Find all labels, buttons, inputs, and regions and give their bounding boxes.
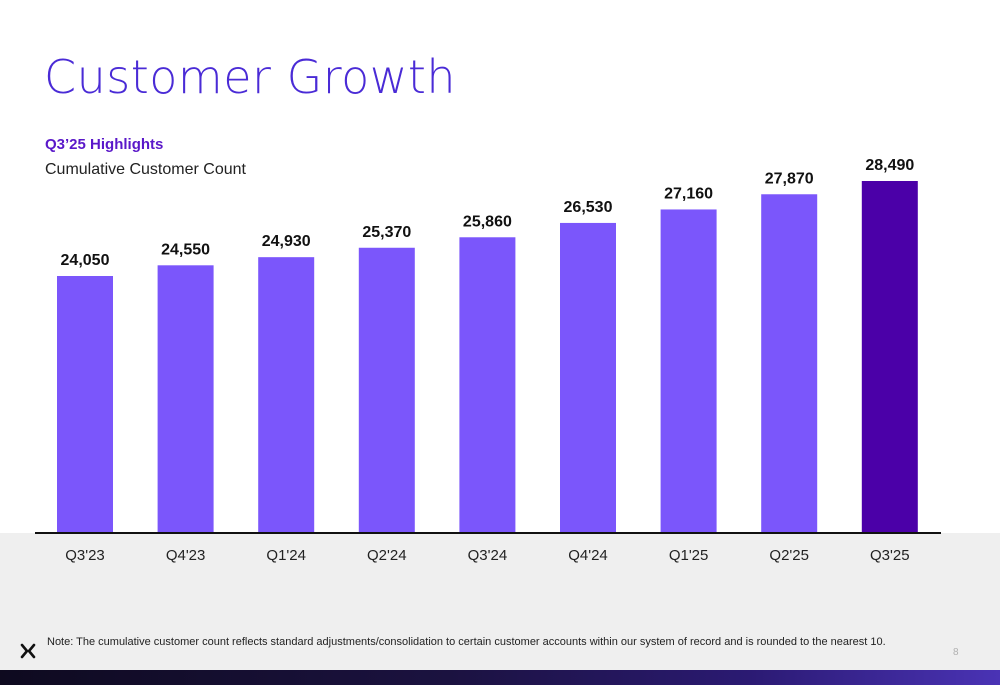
x-tick-label: Q2'25 xyxy=(769,547,809,564)
x-logo-icon xyxy=(20,643,36,659)
bar-Q4'24 xyxy=(560,222,616,533)
data-label: 25,370 xyxy=(362,224,411,241)
bar-Q2'24 xyxy=(358,247,415,533)
x-tick-label: Q2'24 xyxy=(367,547,407,564)
footnote: Note: The cumulative customer count refl… xyxy=(47,636,886,648)
x-tick-label: Q1'24 xyxy=(266,547,306,564)
data-label: 25,860 xyxy=(463,213,512,230)
x-tick-label: Q3'25 xyxy=(870,547,910,564)
data-label: 27,870 xyxy=(765,170,814,187)
data-label: 24,930 xyxy=(262,233,311,250)
highlights-subtitle: Q3’25 Highlights xyxy=(45,136,164,153)
data-label: 26,530 xyxy=(564,199,613,216)
x-tick-label: Q1'25 xyxy=(669,547,709,564)
x-tick-label: Q4'24 xyxy=(568,547,608,564)
data-label: 27,160 xyxy=(664,185,713,202)
page-title: Customer Growth xyxy=(44,50,457,104)
x-tick-label: Q3'24 xyxy=(468,547,508,564)
bar-Q3'23 xyxy=(57,276,113,533)
page-number: 8 xyxy=(953,647,959,658)
bottom-accent-bar xyxy=(0,670,1000,685)
data-label: 24,550 xyxy=(161,241,210,258)
data-label: 24,050 xyxy=(61,252,110,269)
bar-Q3'24 xyxy=(459,237,516,533)
bar-Q3'25 xyxy=(861,181,918,533)
bar-chart: 24,050 Q3'23 24,550 Q4'23 24,930 Q1'24 25,370 Q… xyxy=(35,157,941,564)
bar-Q4'23 xyxy=(157,265,214,533)
bar-Q1'24 xyxy=(258,257,315,533)
chart-caption: Cumulative Customer Count xyxy=(45,161,246,178)
bar-Q2'25 xyxy=(761,194,818,534)
x-tick-label: Q4'23 xyxy=(166,547,206,564)
footer-band xyxy=(0,533,1000,670)
x-tick-label: Q3'23 xyxy=(65,547,105,564)
bar-Q1'25 xyxy=(660,209,717,533)
data-label: 28,490 xyxy=(865,157,914,174)
